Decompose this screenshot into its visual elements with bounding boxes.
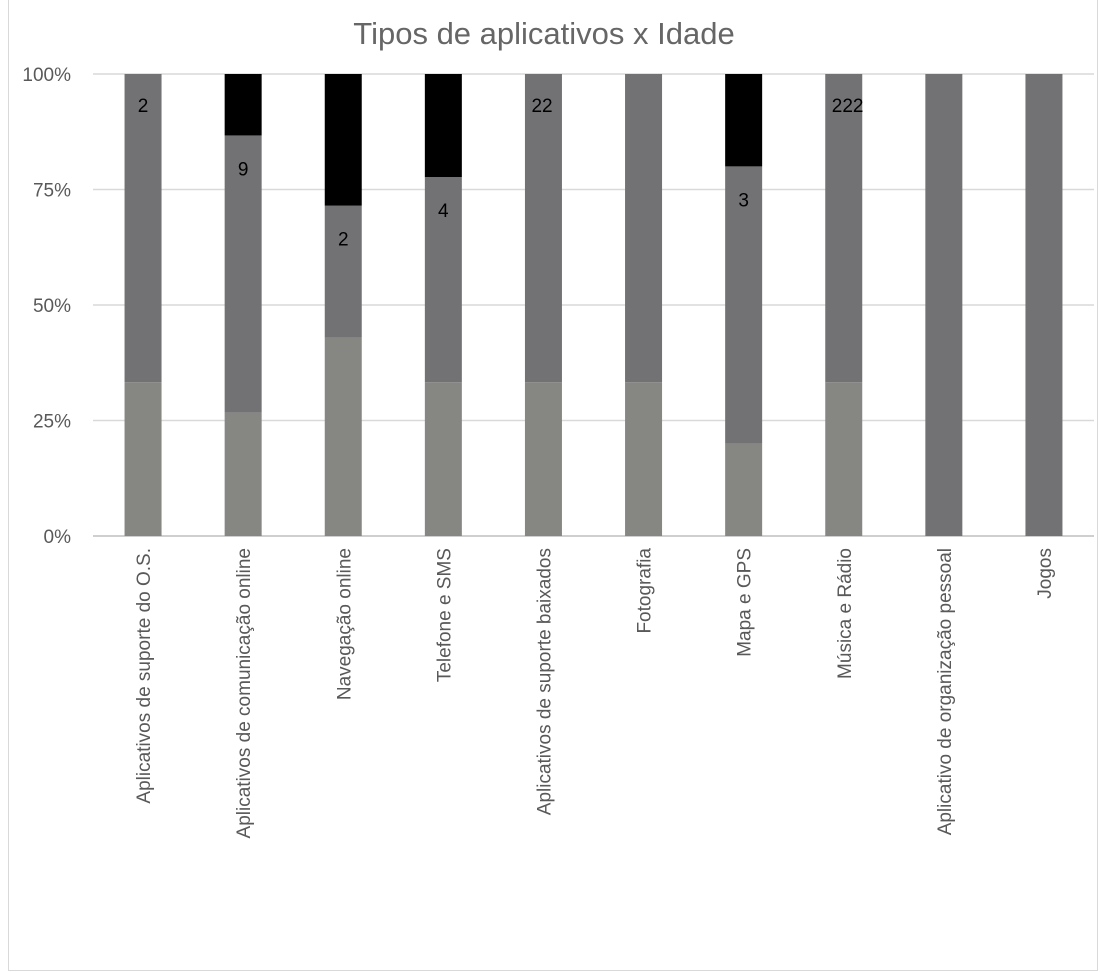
bar-segment (224, 412, 262, 536)
y-tick-label: 75% (33, 181, 71, 202)
x-tick-label: Mapa e GPS (735, 548, 756, 657)
data-label: 222 (832, 96, 864, 117)
chart-title: Tipos de aplicativos x Idade (353, 16, 734, 51)
y-tick-label: 0% (44, 527, 72, 548)
bar-segment (1025, 74, 1063, 536)
bar-segment (524, 74, 562, 383)
y-axis-ticks: 0% 25% 50% 75% 100% (22, 65, 71, 548)
bar-segment (124, 74, 162, 383)
bars (124, 74, 1063, 536)
data-label: 9 (238, 159, 249, 180)
y-tick-label: 100% (22, 65, 71, 86)
data-label: 2 (338, 230, 349, 251)
data-label: 4 (438, 201, 449, 222)
x-tick-label: Telefone e SMS (434, 548, 455, 682)
x-tick-label: Aplicativos de suporte do O.S. (134, 548, 155, 804)
bar-segment (224, 74, 262, 136)
bar-segment (725, 166, 763, 444)
bar-segment (625, 74, 663, 383)
x-axis-ticks: Aplicativos de suporte do O.S. Aplicativo… (134, 548, 1056, 839)
bar-segment (324, 337, 362, 536)
stacked-bar-chart: Tipos de aplicativos x Idade 0% 25% 50% 75%… (22, 16, 1094, 839)
data-label: 3 (738, 190, 749, 211)
x-tick-label: Aplicativo de organização pessoal (935, 548, 956, 835)
x-tick-label: Aplicativos de suporte baixados (534, 548, 555, 815)
y-tick-label: 25% (33, 412, 71, 433)
bar-segment (424, 177, 462, 383)
data-label: 2 (138, 96, 149, 117)
bar-segment (224, 135, 262, 413)
x-tick-label: Música e Rádio (835, 548, 856, 679)
chart-frame: Tipos de aplicativos x Idade 0% 25% 50% 75%… (8, 0, 1098, 971)
bar-segment (925, 74, 963, 536)
bar-segment (725, 443, 763, 536)
bar-segment (124, 382, 162, 536)
data-labels: 2 9 2 4 22 3 222 (138, 96, 864, 251)
bar-segment (324, 205, 362, 338)
x-tick-label: Aplicativos de comunicação online (234, 548, 255, 838)
bar-segment (825, 382, 863, 536)
y-tick-label: 50% (33, 296, 71, 317)
x-tick-label: Fotografia (635, 548, 656, 634)
bar-segment (324, 74, 362, 206)
bar-segment (625, 382, 663, 536)
data-label: 22 (531, 96, 552, 117)
bar-segment (424, 382, 462, 536)
bar-segment (825, 74, 863, 383)
bar-segment (725, 74, 763, 167)
bar-segment (424, 74, 462, 178)
x-tick-label: Navegação online (334, 548, 355, 700)
bar-segment (524, 382, 562, 536)
x-tick-label: Jogos (1035, 548, 1056, 599)
